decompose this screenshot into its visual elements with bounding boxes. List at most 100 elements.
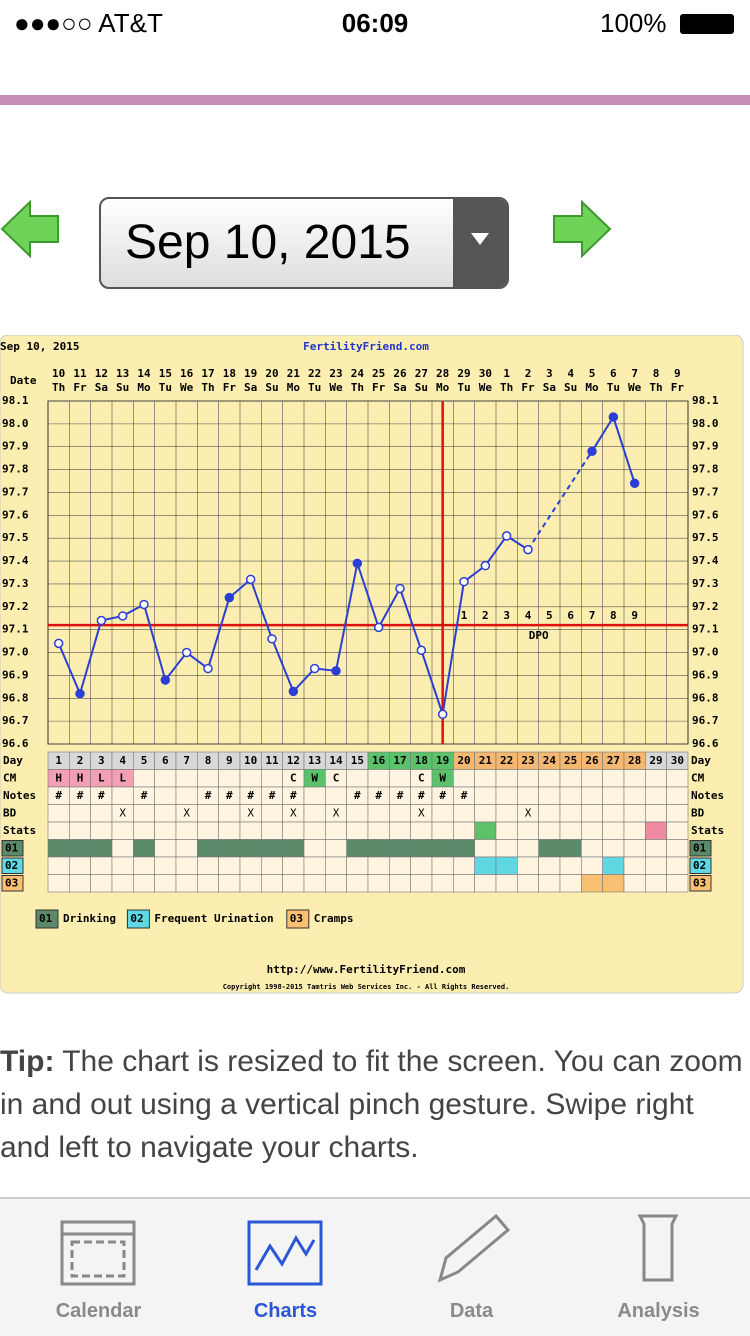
tab-data[interactable]: Data — [449, 1300, 494, 1322]
cell — [538, 856, 561, 875]
date-label: 19 — [244, 367, 257, 380]
date-label: 14 — [137, 367, 151, 380]
row-code: 02 — [693, 859, 706, 872]
cell — [453, 821, 475, 840]
bd-entry: X — [247, 806, 254, 819]
cell — [367, 769, 390, 788]
tab-analysis[interactable]: Analysis — [617, 1300, 700, 1322]
cell — [538, 839, 561, 858]
cell — [645, 839, 667, 858]
cell — [154, 856, 177, 875]
row-code-box — [689, 857, 712, 874]
cell — [538, 786, 561, 805]
date-label: 1 — [503, 367, 510, 380]
tab-charts[interactable]: Charts — [253, 1300, 318, 1322]
cell — [538, 804, 561, 823]
temp-point — [480, 560, 491, 571]
dpo-number: 6 — [567, 609, 574, 622]
y-tick-label: 97.8 — [692, 463, 719, 476]
y-tick-label: 97.0 — [2, 646, 29, 659]
cell — [175, 839, 198, 858]
cell — [517, 839, 539, 858]
cell — [367, 874, 390, 893]
day-number: 9 — [226, 754, 233, 767]
copyright: Copyright 1998-2015 Tamtris Web Services… — [223, 983, 510, 991]
tab-calendar[interactable]: Calendar — [55, 1300, 142, 1322]
temp-point — [373, 622, 384, 633]
temp-point — [459, 576, 469, 587]
cell — [389, 874, 411, 893]
y-tick-label: 97.9 — [692, 440, 719, 453]
cell — [453, 856, 475, 875]
cell — [154, 769, 177, 788]
legend-code: 01 — [39, 912, 53, 925]
y-tick-label: 98.0 — [2, 417, 29, 430]
weekday-label: Mo — [287, 381, 301, 394]
row-label: BD — [691, 806, 705, 819]
bd-entry: X — [418, 806, 425, 819]
y-tick-label: 97.7 — [692, 485, 719, 498]
cell — [602, 769, 625, 788]
note-entry: # — [55, 789, 62, 802]
cell — [581, 874, 603, 893]
cell — [325, 821, 347, 840]
date-label: 25 — [372, 367, 385, 380]
cell — [602, 874, 625, 893]
cell — [666, 786, 689, 805]
cell — [197, 804, 219, 823]
cell — [389, 769, 411, 788]
cell — [175, 769, 198, 788]
day-number: 11 — [265, 754, 279, 767]
cell — [239, 839, 262, 858]
day-number: 25 — [564, 754, 577, 767]
row-code-box — [689, 875, 712, 892]
cell — [325, 856, 347, 875]
cell — [559, 874, 582, 893]
note-entry: # — [77, 789, 84, 802]
legend-box — [286, 909, 310, 929]
cell — [581, 839, 603, 858]
cell — [602, 839, 625, 858]
cell — [197, 874, 219, 893]
date-label: 10 — [52, 367, 65, 380]
cell — [303, 839, 326, 858]
note-entry: # — [439, 789, 446, 802]
cell — [346, 769, 369, 788]
prev-arrow[interactable] — [0, 198, 62, 260]
cell — [645, 874, 667, 893]
dpo-number: 5 — [546, 609, 553, 622]
chart-date: Sep 10, 2015 — [0, 340, 79, 353]
date-label: 2 — [525, 367, 532, 380]
temp-point — [245, 574, 256, 585]
cell — [133, 839, 155, 858]
cell — [367, 856, 390, 875]
temp-point — [75, 688, 85, 699]
day-number: 7 — [183, 754, 190, 767]
cell — [517, 856, 539, 875]
cell — [111, 786, 134, 805]
y-tick-label: 97.2 — [2, 600, 29, 613]
day-number: 5 — [141, 754, 148, 767]
weekday-label: Su — [564, 381, 577, 394]
tip: Tip: The chart is resized to fit the scr… — [0, 1040, 750, 1169]
date-dropdown[interactable]: Sep 10, 2015 — [99, 197, 509, 289]
cell — [410, 856, 433, 875]
carrier: ●●●○○ AT&T — [14, 8, 163, 38]
cell — [474, 821, 497, 840]
cell — [154, 874, 177, 893]
cell — [261, 839, 283, 858]
y-tick-label: 98.1 — [2, 394, 29, 407]
date-label: 4 — [567, 367, 574, 380]
cell — [239, 856, 262, 875]
weekday-label: Sa — [543, 381, 556, 394]
cell — [666, 769, 689, 788]
dpo-number: 4 — [525, 609, 532, 622]
note-entry: # — [141, 789, 148, 802]
y-tick-label: 97.5 — [2, 531, 29, 544]
next-arrow[interactable] — [550, 198, 612, 260]
row-label: Notes — [3, 789, 36, 802]
weekday-label: Fr — [223, 381, 237, 394]
cell — [90, 874, 113, 893]
cell — [239, 821, 262, 840]
date-label: 18 — [223, 367, 236, 380]
